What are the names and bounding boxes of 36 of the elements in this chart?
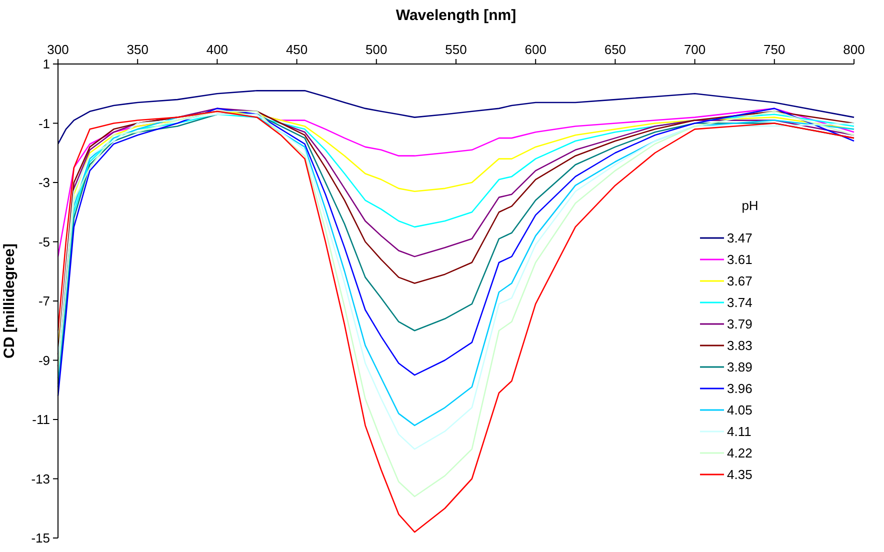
legend-label: 4.11 xyxy=(727,424,752,440)
legend-label: 3.61 xyxy=(727,252,752,268)
y-tick-label: -15 xyxy=(31,530,50,546)
legend-label: 4.05 xyxy=(727,402,752,418)
x-tick-label: 350 xyxy=(126,42,148,57)
legend-label: 3.89 xyxy=(727,360,752,375)
x-tick-label: 550 xyxy=(445,42,467,57)
x-tick-label: 300 xyxy=(47,42,69,57)
y-tick-label: -9 xyxy=(38,352,50,368)
x-tick-label: 600 xyxy=(524,42,546,57)
y-tick-label: -3 xyxy=(38,175,50,190)
x-tick-label: 400 xyxy=(206,42,228,57)
y-axis-title: CD [millidegree] xyxy=(1,243,18,359)
x-tick-label: 650 xyxy=(604,42,626,57)
legend-label: 3.74 xyxy=(727,295,752,310)
y-tick-label: -5 xyxy=(38,234,50,250)
legend-label: 4.35 xyxy=(727,467,752,482)
legend-label: 3.67 xyxy=(727,274,752,289)
y-tick-label: -11 xyxy=(32,412,50,428)
line-series xyxy=(57,90,855,145)
x-tick-label: 800 xyxy=(843,42,865,57)
x-axis-title: Wavelength [nm] xyxy=(396,7,516,24)
y-tick-label: -7 xyxy=(38,294,50,309)
y-tick-label: 1 xyxy=(42,56,50,72)
legend-label: 4.22 xyxy=(727,446,752,461)
y-tick-label: -1 xyxy=(38,116,50,131)
x-tick-label: 450 xyxy=(286,42,308,57)
x-tick-label: 750 xyxy=(764,42,786,57)
legend-title: pH xyxy=(742,198,758,213)
x-tick-label: 700 xyxy=(684,42,706,57)
legend-label: 3.79 xyxy=(727,316,752,332)
legend-label: 3.96 xyxy=(727,381,752,396)
y-tick-label: -13 xyxy=(31,471,50,486)
legend-label: 3.47 xyxy=(727,230,752,246)
legend-label: 3.83 xyxy=(727,338,752,354)
x-tick-label: 500 xyxy=(366,42,388,57)
